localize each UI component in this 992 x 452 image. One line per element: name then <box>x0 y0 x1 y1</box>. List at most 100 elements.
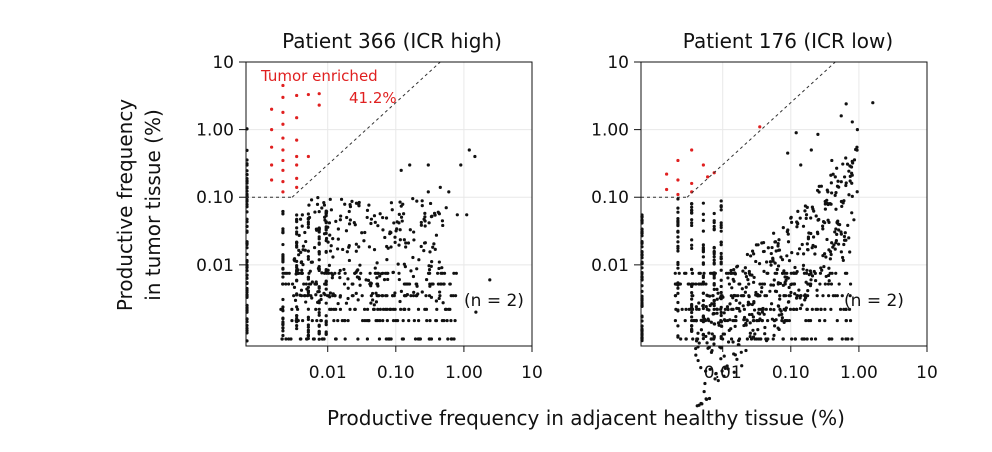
scatter-point <box>788 294 792 298</box>
scatter-point <box>424 294 428 298</box>
y-tick-label: 1.00 <box>196 121 234 141</box>
scatter-point <box>719 357 723 361</box>
scatter-point <box>794 296 799 300</box>
scatter-point <box>734 298 738 303</box>
scatter-point <box>789 216 793 220</box>
scatter-point <box>813 252 817 256</box>
scatter-point <box>719 310 723 315</box>
scatter-point <box>404 241 408 245</box>
scatter-point <box>401 202 405 206</box>
scatter-point <box>776 304 781 308</box>
scatter-point <box>753 332 757 336</box>
scatter-point <box>794 307 799 311</box>
scatter-point <box>676 291 680 295</box>
scatter-point <box>752 275 756 280</box>
scatter-point <box>372 248 377 252</box>
scatter-point <box>808 269 813 273</box>
scatter-point <box>823 318 827 323</box>
scatter-point <box>708 294 712 298</box>
scatter-point <box>758 317 762 321</box>
scatter-point <box>701 201 705 205</box>
scatter-point <box>848 179 852 183</box>
scatter-point <box>821 253 825 258</box>
scatter-point <box>690 315 694 319</box>
scatter-point <box>322 201 326 205</box>
scatter-point <box>744 274 749 279</box>
scatter-point <box>809 216 813 220</box>
scatter-point <box>694 282 698 286</box>
scatter-point <box>849 165 854 169</box>
scatter-point <box>745 252 750 257</box>
scatter-point <box>317 252 321 256</box>
scatter-point <box>391 270 395 274</box>
scatter-point <box>764 339 769 343</box>
scatter-point <box>731 296 735 300</box>
scatter-point <box>795 225 799 229</box>
scatter-point <box>439 271 443 275</box>
scatter-point <box>338 268 342 273</box>
scatter-point <box>719 268 723 272</box>
scatter-point <box>393 307 397 311</box>
scatter-point <box>422 249 426 253</box>
scatter-point <box>317 241 321 245</box>
scatter-point <box>434 233 439 237</box>
scatter-point <box>712 287 716 292</box>
scatter-point <box>317 237 321 241</box>
scatter-point <box>848 294 852 298</box>
scatter-point <box>720 369 724 373</box>
scatter-point <box>306 257 310 261</box>
scatter-point <box>319 318 323 323</box>
scatter-point <box>794 131 798 135</box>
scatter-point <box>719 204 723 208</box>
scatter-point <box>800 303 804 307</box>
scatter-point <box>317 313 321 317</box>
scatter-point <box>295 213 299 217</box>
scatter-point <box>436 271 440 275</box>
scatter-point <box>771 283 776 287</box>
scatter-point <box>828 201 832 206</box>
scatter-point <box>690 310 694 315</box>
scatter-point <box>712 307 716 311</box>
scatter-point <box>676 300 680 305</box>
scatter-point <box>777 238 781 242</box>
scatter-point <box>412 238 416 242</box>
scatter-point <box>337 271 341 275</box>
scatter-point <box>284 337 288 341</box>
x-tick-label: 0.01 <box>704 363 742 383</box>
scatter-point <box>412 318 416 323</box>
scatter-point <box>750 302 754 307</box>
scatter-point <box>807 318 811 323</box>
scatter-point <box>697 301 701 305</box>
scatter-point <box>283 271 287 275</box>
scatter-point <box>403 282 408 286</box>
scatter-point <box>439 282 443 286</box>
scatter-point <box>405 293 409 297</box>
scatter-point <box>847 169 851 173</box>
scatter-point <box>330 276 334 280</box>
data-points <box>245 83 492 343</box>
x-axis-label: Productive frequency in adjacent healthy… <box>327 406 845 430</box>
scatter-point <box>769 251 773 256</box>
panel-title: Patient 176 (ICR low) <box>683 29 893 53</box>
scatter-point <box>281 297 285 302</box>
scatter-point <box>844 102 848 106</box>
scatter-point <box>348 218 352 222</box>
scatter-point <box>734 315 738 319</box>
scatter-point <box>465 213 469 217</box>
scatter-point <box>373 266 377 270</box>
scatter-point <box>676 197 680 201</box>
scatter-point <box>306 255 310 259</box>
scatter-point <box>709 320 713 324</box>
scatter-point <box>281 266 285 270</box>
scatter-point <box>763 294 767 298</box>
scatter-point <box>393 291 397 295</box>
scatter-point <box>710 302 714 306</box>
sample-count: (n = 2) <box>844 291 904 311</box>
scatter-point <box>765 271 769 275</box>
scatter-point <box>719 251 723 256</box>
scatter-point <box>722 311 726 315</box>
scatter-point <box>787 258 792 263</box>
scatter-point <box>310 296 314 300</box>
scatter-point <box>442 271 447 275</box>
scatter-point <box>712 249 716 254</box>
